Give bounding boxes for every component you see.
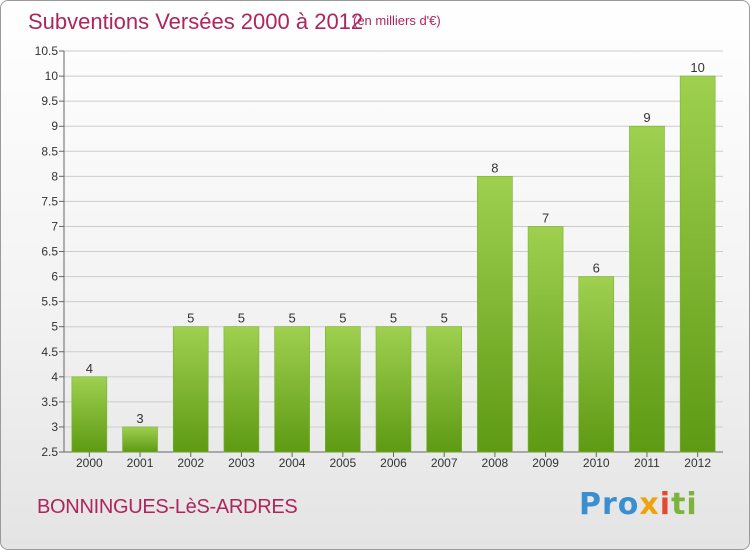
y-tick-label: 5.5 (41, 295, 58, 309)
x-tick-label-2007: 2007 (431, 456, 458, 470)
y-tick-label: 10.5 (35, 44, 59, 58)
data-label-2001: 3 (136, 411, 143, 426)
y-tick-label: 3 (51, 420, 58, 434)
commune-name: BONNINGUES-LèS-ARDRES (37, 496, 298, 518)
x-tick-label-2004: 2004 (279, 456, 306, 470)
y-tick-label: 7 (51, 219, 58, 233)
bar-2008 (477, 176, 513, 453)
y-tick-label: 8.5 (41, 144, 58, 158)
x-tick-label-2008: 2008 (482, 456, 509, 470)
y-tick-label: 6 (51, 270, 58, 284)
x-tick-label-2000: 2000 (76, 456, 103, 470)
bar-2003 (223, 326, 260, 453)
x-tick-label-2002: 2002 (177, 456, 204, 470)
data-label-2007: 5 (441, 311, 448, 326)
x-tick-label-2005: 2005 (329, 456, 356, 470)
x-tick-label-2003: 2003 (228, 456, 255, 470)
x-tick-label-2009: 2009 (532, 456, 559, 470)
logo-part-4: ti (671, 487, 698, 522)
y-tick-label: 4 (51, 370, 58, 384)
bar-2007 (426, 326, 462, 453)
data-label-2006: 5 (390, 311, 397, 326)
data-label-2010: 6 (593, 261, 600, 276)
chart-title: Subventions Versées 2000 à 2012 (28, 9, 364, 34)
proxiti-logo: Proxiti (579, 487, 698, 522)
y-tick-label: 3.5 (41, 395, 58, 409)
data-label-2000: 4 (86, 361, 93, 376)
y-tick-label: 6.5 (41, 245, 58, 259)
x-tick-label-2001: 2001 (127, 456, 154, 470)
x-tick-label-2006: 2006 (380, 456, 407, 470)
y-tick-label: 4.5 (41, 345, 58, 359)
data-label-2003: 5 (238, 311, 245, 326)
y-tick-label: 2.5 (41, 445, 58, 459)
x-tick-label-2012: 2012 (684, 456, 711, 470)
bars (71, 75, 716, 453)
data-label-2005: 5 (339, 311, 346, 326)
bar-2006 (375, 326, 412, 453)
y-tick-label: 5 (51, 320, 58, 334)
y-tick-label: 8 (51, 169, 58, 183)
chart-unit: (en milliers d'€) (353, 13, 441, 28)
bar-2010 (578, 276, 615, 453)
bar-2004 (274, 326, 310, 453)
bar-2001 (122, 426, 158, 453)
data-label-2002: 5 (187, 311, 194, 326)
bar-2000 (71, 376, 108, 453)
data-label-2012: 10 (690, 60, 704, 75)
y-tick-label: 9.5 (41, 94, 58, 108)
bar-2009 (527, 226, 564, 453)
bar-2002 (172, 326, 209, 453)
bar-2011 (629, 125, 665, 453)
logo-part-1: Pro (579, 487, 640, 522)
y-tick-label: 9 (51, 119, 58, 133)
x-tick-label-2011: 2011 (634, 456, 660, 470)
bar-2012 (679, 75, 716, 453)
logo-part-2: x (639, 487, 660, 522)
x-tick-label-2010: 2010 (583, 456, 610, 470)
data-label-2011: 9 (643, 110, 650, 125)
y-tick-label: 10 (45, 69, 59, 83)
data-label-2009: 7 (542, 210, 549, 225)
logo-part-3: i (659, 487, 672, 522)
y-tick-label: 7.5 (41, 194, 58, 208)
bar-2005 (325, 326, 361, 453)
labels: 4 2000 3 2001 5 2002 5 2003 5 2004 5 2005 5 2006 5 2007… (76, 60, 711, 470)
data-label-2004: 5 (288, 311, 295, 326)
data-label-2008: 8 (491, 160, 498, 175)
